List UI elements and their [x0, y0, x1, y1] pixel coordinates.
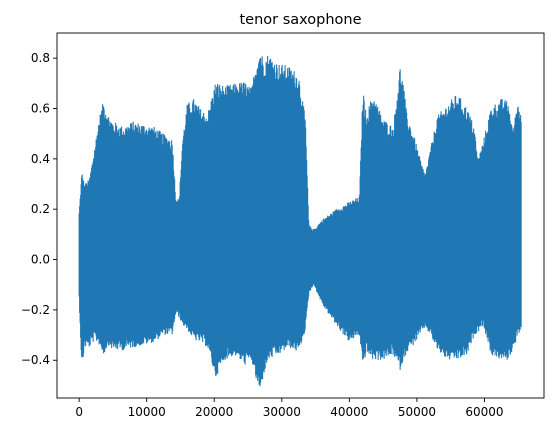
- x-tick-label: 60000: [465, 405, 503, 419]
- y-tick-label: 0.6: [31, 102, 50, 116]
- y-tick-label: −0.2: [21, 303, 50, 317]
- x-tick-label: 50000: [398, 405, 436, 419]
- axes-frame: [56, 32, 545, 399]
- chart-title: tenor saxophone: [239, 12, 361, 28]
- x-tick-label: 40000: [330, 405, 368, 419]
- waveform-series-line: [78, 55, 522, 387]
- y-tick-label: 0.4: [31, 152, 50, 166]
- x-tick-label: 0: [75, 405, 83, 419]
- y-tick-label: 0.0: [31, 253, 50, 267]
- x-tick-label: 10000: [128, 405, 166, 419]
- y-tick-label: 0.8: [31, 51, 50, 65]
- x-tick-label: 30000: [263, 405, 301, 419]
- plot-area: [56, 32, 545, 399]
- x-axis: 0 10000 20000 30000 40000 50000 60000: [75, 398, 504, 419]
- y-tick-label: −0.4: [21, 353, 50, 367]
- series-layer: [78, 55, 522, 387]
- y-axis: −0.4 −0.2 0.0 0.2 0.4 0.6 0.8: [21, 51, 57, 367]
- x-tick-label: 20000: [195, 405, 233, 419]
- y-tick-label: 0.2: [31, 202, 50, 216]
